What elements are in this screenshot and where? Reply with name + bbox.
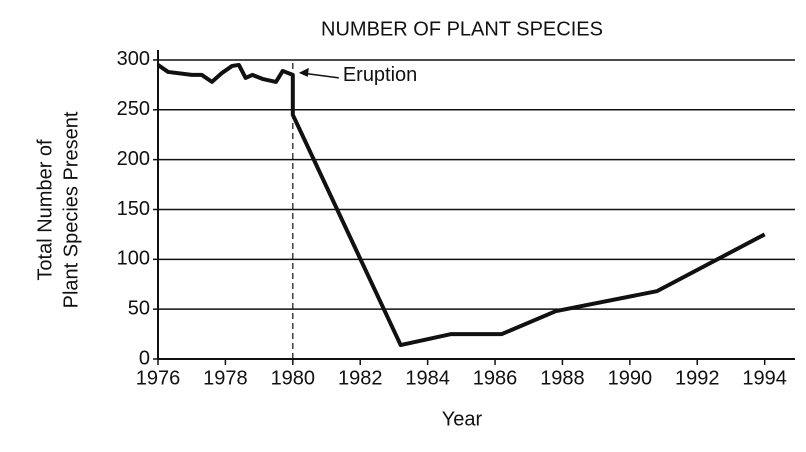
x-tick-label: 1992: [675, 367, 720, 389]
y-tick-label: 0: [139, 347, 150, 369]
x-tick-label: 1990: [608, 367, 653, 389]
x-tick-label: 1980: [271, 367, 316, 389]
x-tick-label: 1994: [742, 367, 787, 389]
x-tick-label: 1976: [136, 367, 181, 389]
y-tick-label: 300: [117, 48, 150, 70]
arrow-head: [298, 67, 309, 77]
y-tick-label: 200: [117, 148, 150, 170]
y-axis-label: Total Number of: [34, 139, 56, 281]
x-axis-label: Year: [442, 408, 483, 430]
x-tick-label: 1978: [203, 367, 248, 389]
x-tick-label: 1986: [473, 367, 518, 389]
chart-title: NUMBER OF PLANT SPECIES: [321, 18, 603, 40]
y-tick-label: 50: [128, 297, 150, 319]
y-tick-label: 150: [117, 198, 150, 220]
data-line: [156, 62, 766, 348]
y-tick-label: 100: [117, 248, 150, 270]
y-tick-label: 250: [117, 98, 150, 120]
annotation: Eruption: [343, 64, 418, 86]
y-axis-label: Plant Species Present: [60, 111, 82, 308]
x-tick-label: 1982: [338, 367, 383, 389]
x-tick-label: 1988: [540, 367, 585, 389]
x-tick-label: 1984: [405, 367, 450, 389]
